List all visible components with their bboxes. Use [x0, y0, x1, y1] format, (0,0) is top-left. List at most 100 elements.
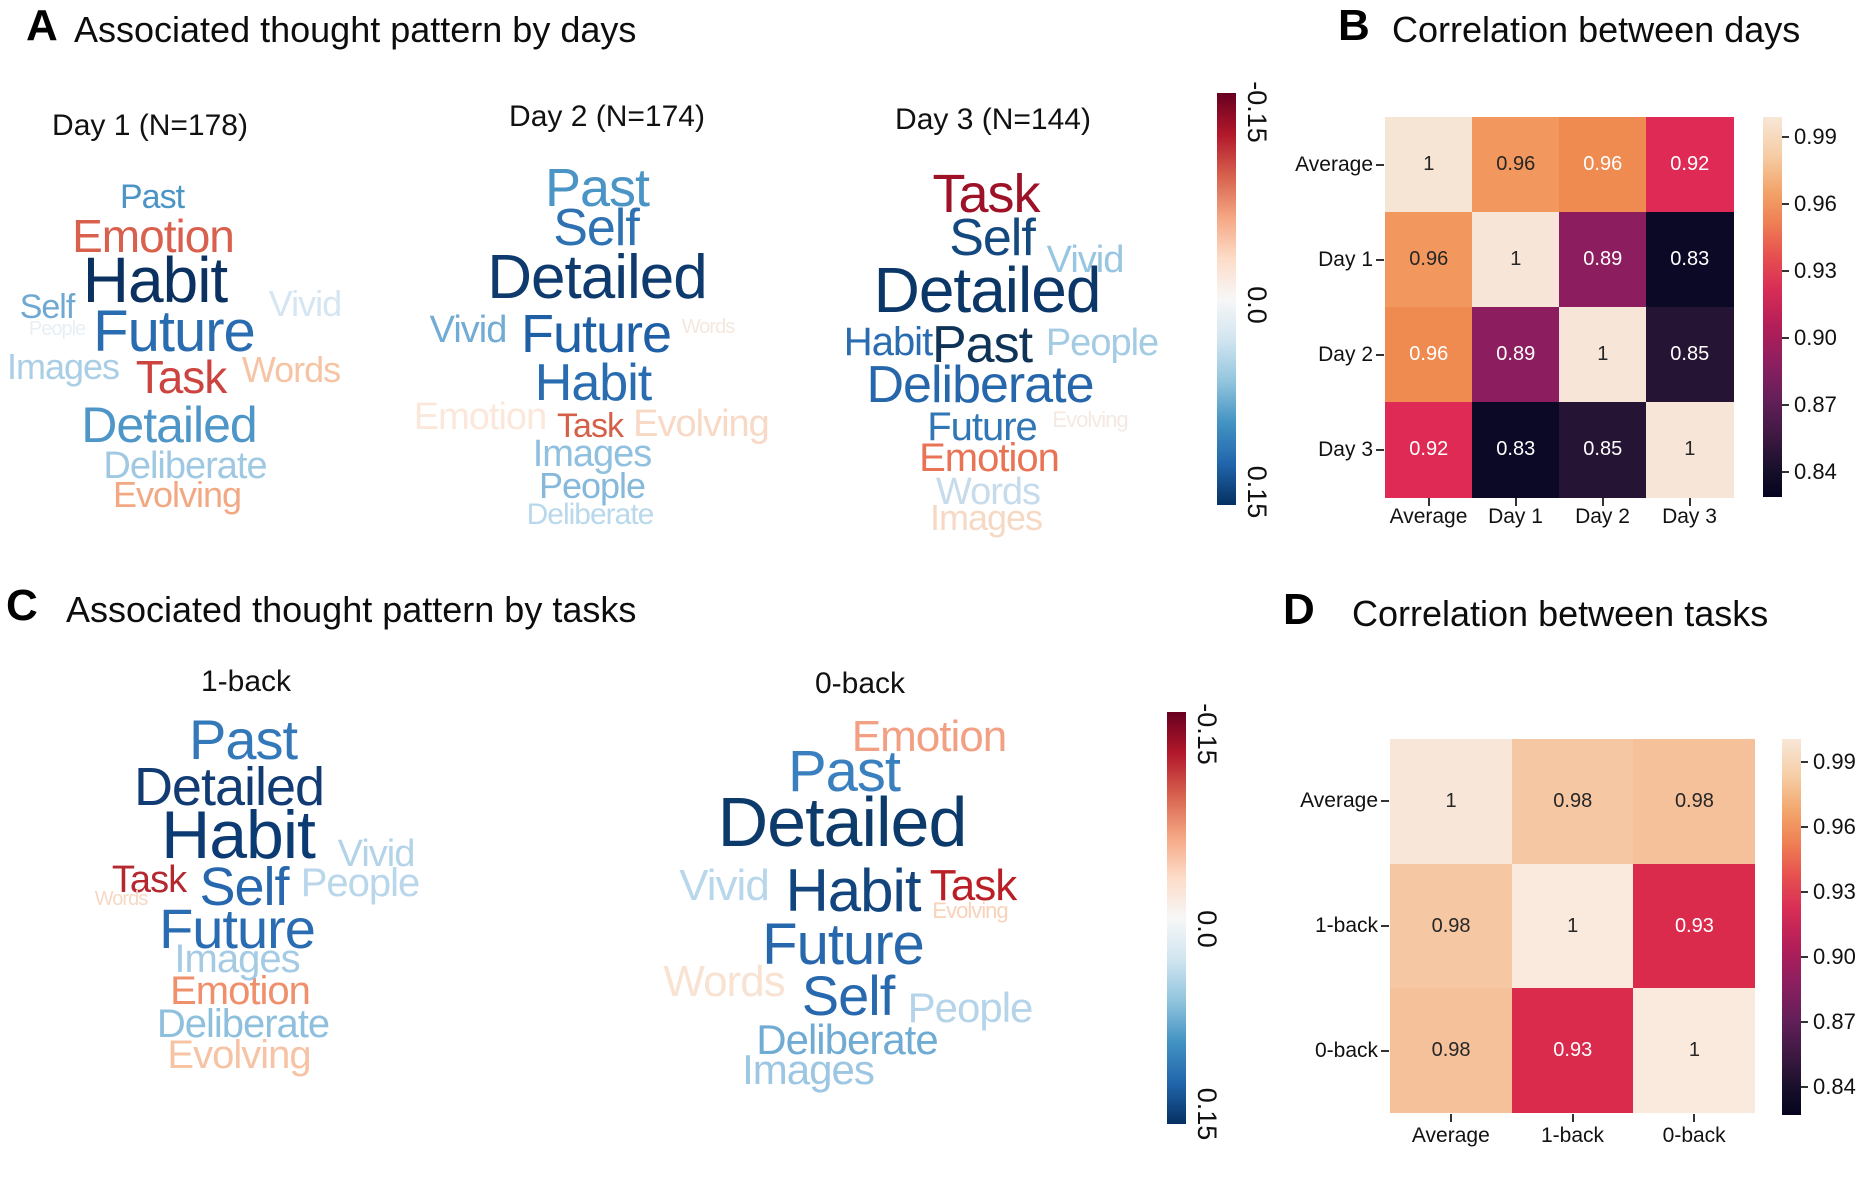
cloud-word: Words	[241, 349, 341, 390]
panel-d-colorbar-tick	[1801, 1021, 1808, 1023]
cloud-word: Self	[199, 857, 289, 917]
panel-d-colorbar-tick-label: 0.87	[1813, 1009, 1856, 1034]
panel-a-colorbar-tick-label: 0.0	[1242, 286, 1272, 324]
cloud-word: Task	[135, 351, 228, 403]
panel-b-colorbar-tick-label: 0.87	[1794, 392, 1837, 417]
cloud-word: Deliberate	[156, 1002, 330, 1046]
panel-d-colorbar-tick-label: 0.96	[1813, 814, 1856, 839]
heatmap-col-label: Day 3	[1662, 505, 1717, 528]
panel-c-letter: C	[6, 581, 38, 630]
heatmap-cell: 1	[1633, 988, 1756, 1114]
panel-d-colorbar-tick	[1801, 891, 1808, 893]
cloud-word: Emotion	[919, 436, 1060, 480]
heatmap-cell: 0.98	[1633, 739, 1756, 865]
heatmap-cell-value: 0.96	[1583, 153, 1623, 176]
cloud-word: Emotion	[413, 396, 547, 438]
heatmap-cell-value: 1	[1423, 153, 1435, 176]
cloud-word: People	[300, 861, 421, 905]
cloud-word: Words	[94, 888, 148, 910]
cloud-word: Deliberate	[866, 356, 1094, 414]
cloud-word: Habit	[843, 320, 933, 364]
heatmap-cell-value: 1	[1597, 343, 1609, 366]
heatmap-cell-value: 1	[1688, 1039, 1700, 1062]
heatmap-cell: 1	[1472, 212, 1560, 308]
cloud-word: Images	[6, 346, 120, 387]
heatmap-row-label: 0-back	[1314, 1038, 1378, 1062]
cloud-word: Evolving	[932, 898, 1008, 923]
panel-c-colorbar	[1167, 712, 1186, 1124]
wordcloud-title-0-back: 0-back	[814, 667, 906, 700]
heatmap-row-label: Average	[1295, 152, 1373, 176]
cloud-word: Future	[762, 912, 925, 977]
heatmap-cell-value: 1	[1567, 914, 1579, 937]
heatmap-cell: 0.98	[1390, 988, 1513, 1114]
heatmap-row-label: Day 3	[1318, 437, 1373, 461]
axis-tick	[1571, 1114, 1574, 1122]
axis-tick	[1381, 800, 1389, 803]
heatmap-col-label: 0-back	[1662, 1124, 1726, 1147]
cloud-word: Detailed	[717, 783, 968, 861]
heatmap-col-label: Day 2	[1575, 505, 1630, 528]
panel-b-colorbar-tick-label: 0.84	[1794, 459, 1837, 484]
axis-tick	[1514, 498, 1517, 506]
panel-b-colorbar-tick-label: 0.96	[1794, 191, 1837, 216]
panel-d-colorbar-tick-label: 0.93	[1813, 879, 1856, 904]
cloud-word: Vivid	[429, 309, 508, 351]
heatmap-cell: 0.89	[1472, 307, 1560, 403]
cloud-word: People	[1045, 322, 1159, 364]
heatmap-row-label: 1-back	[1314, 914, 1378, 937]
heatmap-cell-value: 0.89	[1583, 248, 1623, 271]
cloud-word: Deliberate	[526, 498, 655, 531]
axis-tick	[1427, 498, 1430, 506]
wordcloud-title-1-back: 1-back	[200, 665, 292, 698]
panel-a-colorbar-tick-label: 0.15	[1242, 465, 1272, 519]
cloud-word: Detailed	[873, 254, 1102, 326]
heatmap-cell-value: 0.85	[1583, 438, 1623, 461]
panel-d-title: Correlation between tasks	[1352, 593, 1769, 634]
cloud-word: Self	[949, 209, 1036, 267]
heatmap-cell-value: 0.92	[1409, 438, 1449, 461]
panel-b-colorbar	[1763, 117, 1782, 497]
cloud-word: Habit	[534, 354, 652, 412]
cloud-word: Emotion	[72, 210, 235, 262]
cloud-word: Words	[935, 471, 1041, 513]
panel-d-colorbar-tick-label: 0.90	[1813, 944, 1856, 969]
panel-d-letter: D	[1283, 585, 1315, 634]
panel-a-letter: A	[26, 1, 58, 50]
wordcloud-title-day-1-n-178-: Day 1 (N=178)	[52, 109, 248, 142]
heatmap-cell-value: 0.85	[1670, 343, 1710, 366]
wordcloud-title-day-2-n-174-: Day 2 (N=174)	[509, 100, 705, 133]
axis-tick	[1376, 448, 1384, 451]
heatmap-row-label: Day 2	[1318, 342, 1373, 366]
panel-b-colorbar-tick	[1782, 136, 1789, 138]
cloud-word: People	[538, 465, 646, 506]
axis-tick	[1376, 258, 1384, 261]
cloud-word: Vivid	[337, 833, 416, 875]
heatmap-cell-value: 0.93	[1553, 1039, 1593, 1062]
axis-tick	[1381, 925, 1389, 927]
cloud-word: Deliberate	[756, 1016, 938, 1063]
heatmap-row-label: Average	[1300, 789, 1378, 813]
cloud-word: Future	[520, 304, 672, 364]
panel-b-colorbar-tick-label: 0.99	[1794, 124, 1837, 149]
panel-d-colorbar-tick	[1801, 956, 1808, 958]
panel-c-colorbar-tick-label: 0.15	[1192, 1087, 1222, 1141]
panel-b-colorbar-tick-label: 0.90	[1794, 325, 1837, 350]
cloud-word: Task	[932, 164, 1040, 224]
cloud-word: Vivid	[679, 861, 770, 910]
heatmap-cell: 1	[1559, 307, 1647, 403]
cloud-word: People	[28, 318, 86, 340]
cloud-word: Task	[557, 407, 624, 445]
heatmap-cell-value: 0.98	[1431, 1039, 1471, 1062]
heatmap-cell-value: 0.83	[1496, 438, 1536, 461]
heatmap-cell: 0.89	[1559, 212, 1647, 308]
panel-c-colorbar-tick-label: -0.15	[1192, 703, 1222, 765]
panel-d-colorbar-tick	[1801, 1086, 1808, 1088]
heatmap-cell: 0.96	[1385, 307, 1473, 403]
heatmap-cell-value: 0.89	[1496, 343, 1536, 366]
cloud-word: Images	[929, 497, 1043, 538]
axis-tick	[1381, 1049, 1389, 1052]
panel-b-colorbar-tick	[1782, 337, 1789, 339]
cloud-word: Images	[742, 1046, 875, 1093]
